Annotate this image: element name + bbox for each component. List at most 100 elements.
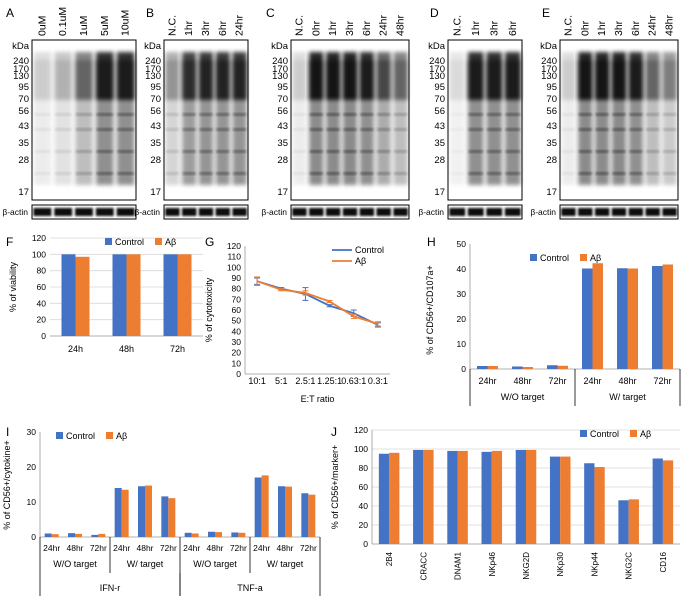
blot-marker-label: 35 — [150, 138, 161, 149]
x-tick-label: 48h — [119, 344, 134, 354]
chart-J: J 0 20 40 60 80 100 120 % of CD56+/marker+ 2B4 CRA… — [330, 425, 680, 580]
y-tick-label: 80 — [359, 463, 369, 473]
actin-label: β-actin — [2, 207, 28, 217]
blot-marker-label: 240 — [541, 56, 557, 67]
actin-label: β-actin — [261, 207, 287, 217]
x-tick-label: 72hr — [653, 376, 671, 386]
chart-H: H 0 10 20 30 40 50 % of CD56+/CD107a+ 24hr 48hr 72… — [425, 235, 681, 406]
blot-lane-label: 5uM — [99, 16, 111, 36]
actin-band — [54, 208, 73, 216]
blot-lane-band — [595, 172, 609, 175]
blot-marker-label: 28 — [434, 155, 445, 166]
x-tick-label: 10:1 — [248, 376, 266, 386]
blot-marker-label: 43 — [18, 121, 29, 132]
y-tick-label: 90 — [232, 273, 242, 283]
bar-control-4 — [138, 486, 145, 537]
panel-letter: H — [427, 235, 436, 249]
x-tick-label: 24hr — [113, 543, 130, 553]
y-tick-label: 20 — [27, 462, 37, 472]
y-tick-label: 10 — [27, 497, 37, 507]
actin-band — [165, 208, 180, 216]
bar-control-4 — [515, 449, 526, 544]
actin-band — [95, 208, 114, 216]
blot-lane-band — [376, 150, 391, 153]
blot-lane-band — [629, 172, 643, 175]
chart-F: F 0 20 40 60 80 100 120 % of viability 24h 48h 72h C… — [6, 233, 203, 354]
y-axis-label: % of CD56+/CD107a+ — [425, 265, 435, 355]
bar-control-2 — [163, 254, 178, 336]
blot-marker-label: 170 — [272, 64, 288, 75]
blot-marker-label: 28 — [18, 155, 29, 166]
blot-lane-band — [326, 172, 340, 175]
legend-label: Aβ — [640, 429, 651, 439]
y-tick-label: 120 — [32, 233, 46, 243]
x-tick-label: 72hr — [90, 543, 107, 553]
legend-swatch — [530, 254, 537, 261]
blot-lane-band — [182, 172, 196, 175]
actin-band — [116, 208, 135, 216]
blot-lane-band — [468, 172, 484, 175]
blot-marker-label: 17 — [150, 187, 161, 198]
blot-lane-band — [309, 172, 324, 175]
blot-lane-band — [360, 150, 374, 153]
bar-a-4 — [526, 449, 537, 544]
x-tick-label: 24hr — [583, 376, 601, 386]
bar-control-10 — [278, 486, 285, 537]
bar-control-3 — [481, 451, 492, 544]
blot-lane-band — [629, 113, 643, 116]
blot-marker-label: 17 — [18, 187, 29, 198]
blot-lane-band — [199, 113, 213, 116]
blot-marker-label: 28 — [546, 155, 557, 166]
blot-lane-band — [343, 128, 357, 131]
blot-marker-label: 28 — [150, 155, 161, 166]
blot-lane-band — [468, 113, 484, 116]
x-tick-label: 24hr — [478, 376, 496, 386]
blot-marker-label: 240 — [429, 56, 445, 67]
bar-a-8 — [662, 460, 674, 544]
blot-lane-label: 24hr — [378, 14, 390, 36]
blot-lane-band — [595, 150, 609, 153]
legend-label: Control — [540, 253, 569, 263]
blot-marker-label: 130 — [13, 71, 29, 82]
blot-marker-label: kDa — [12, 41, 30, 52]
x-tick-label: 48hr — [618, 376, 636, 386]
legend-label: Aβ — [165, 237, 176, 247]
blot-lane-label: N.C. — [562, 15, 574, 36]
blot-lane-band-high — [595, 52, 610, 100]
blot-lane-band — [578, 150, 593, 153]
blot-lane-band — [343, 172, 357, 175]
panel-letter: J — [331, 425, 337, 439]
y-tick-label: 120 — [227, 241, 241, 251]
blot-marker-label: 130 — [145, 71, 161, 82]
blot-lane-label: 10uM — [120, 10, 132, 36]
blot-lane-band — [561, 113, 576, 116]
actin-band — [292, 208, 307, 216]
blot-lane-band — [96, 113, 114, 116]
bar-a-4 — [627, 268, 638, 369]
blot-lane-label: 0hr — [579, 20, 591, 36]
x-tick-label: 72hr — [160, 543, 177, 553]
bar-a-7 — [215, 532, 222, 537]
bar-control-8 — [231, 532, 239, 537]
blot-marker-label: 170 — [145, 64, 161, 75]
blot-lane-band — [117, 150, 134, 153]
blot-lane-band — [450, 128, 465, 131]
actin-band — [393, 208, 408, 216]
blot-lane-label: 6hr — [361, 20, 373, 36]
blot-lane-band-high — [116, 52, 135, 100]
y-tick-label: 30 — [27, 427, 37, 437]
blot-lane-band — [612, 150, 626, 153]
blot-lane-label: N.C. — [451, 15, 463, 36]
blot-marker-label: 35 — [277, 138, 288, 149]
blot-lane-band — [343, 150, 357, 153]
y-tick-label: 20 — [232, 348, 242, 358]
blot-lane-band — [292, 150, 307, 153]
blot-marker-label: 56 — [150, 106, 161, 117]
actin-band — [467, 208, 484, 216]
blot-marker-label: 17 — [434, 187, 445, 198]
group-label: W/O target — [501, 392, 545, 402]
group-label: W/O target — [53, 559, 97, 569]
blot-lane-band-high — [215, 52, 230, 100]
blot-marker-label: 17 — [277, 187, 288, 198]
y-tick-label: 10 — [457, 339, 467, 349]
